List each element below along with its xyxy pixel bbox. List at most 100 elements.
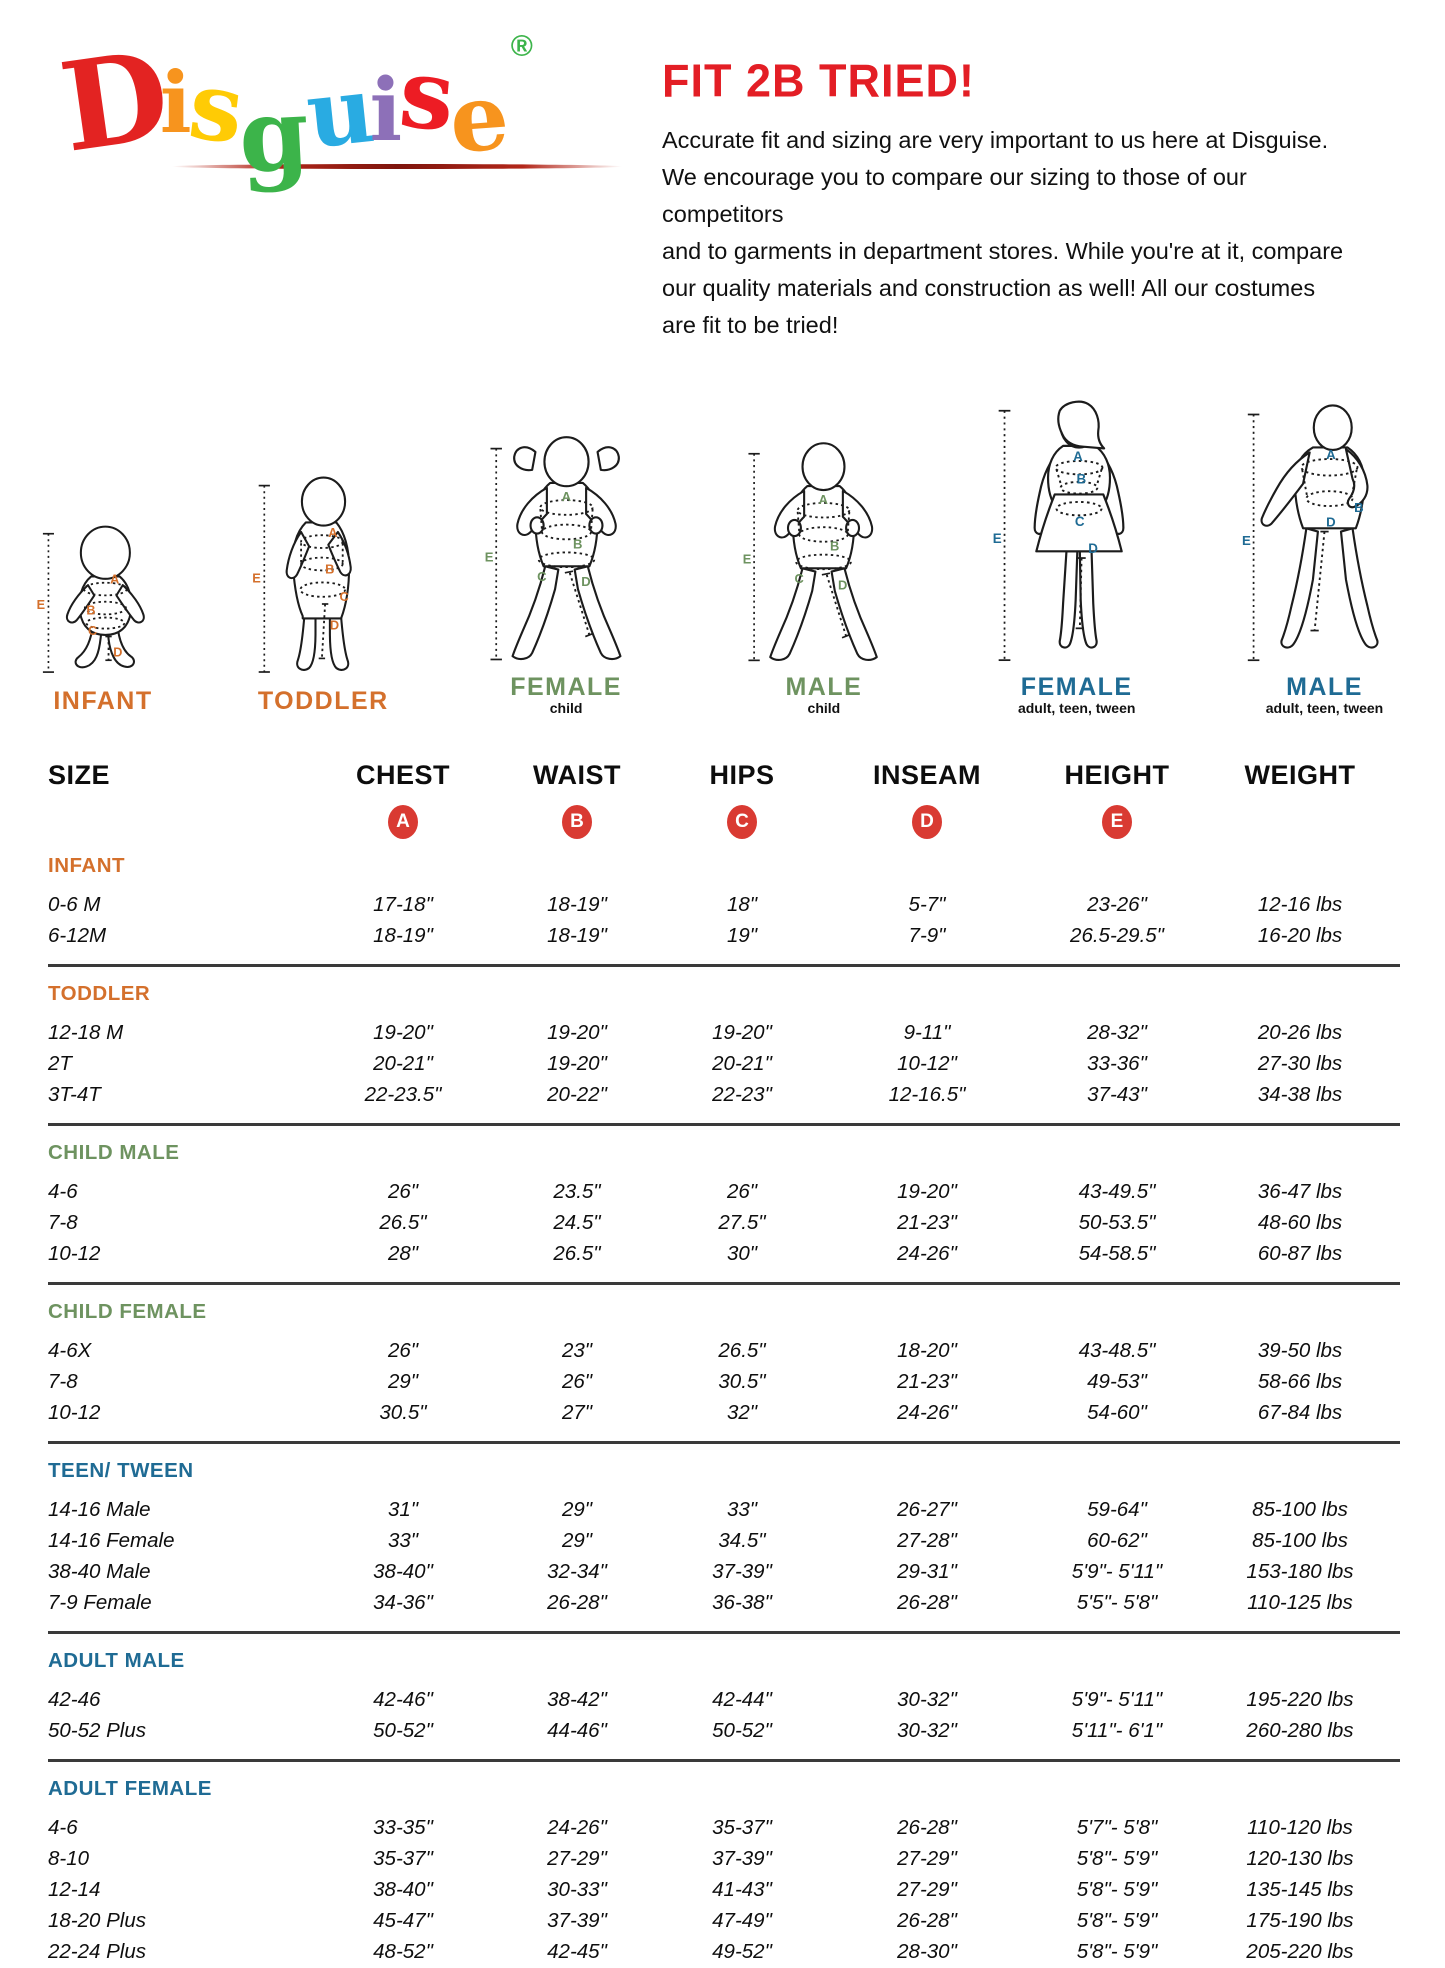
- table-row: 22-24 Plus 48-52" 42-45" 49-52" 28-30" 5'8"- …: [48, 1936, 1400, 1967]
- table-row: 7-8 26.5" 24.5" 27.5" 21-23" 50-53.5" 48-60 lb…: [48, 1207, 1400, 1238]
- value-cell: 24-26": [897, 1241, 957, 1265]
- measure-mark-waist: B: [1077, 472, 1087, 487]
- infant-body-diagram-icon: E A B C D: [37, 525, 145, 673]
- value-cell: 35-37": [712, 1815, 772, 1839]
- value-cell: 37-39": [547, 1908, 607, 1932]
- value-cell: 49-53": [1087, 1369, 1147, 1393]
- value-cell: 5'8"- 5'9": [1076, 1877, 1158, 1901]
- column-header-waist: WAIST: [533, 760, 621, 790]
- value-cell: 5'8"- 5'9": [1076, 1846, 1158, 1870]
- value-cell: 44-46": [547, 1718, 607, 1742]
- table-row: 42-46 42-46" 38-42" 42-44" 30-32" 5'9"- 5'11"…: [48, 1684, 1400, 1715]
- figure-caption: INFANT: [53, 687, 153, 715]
- value-cell: 18-20": [897, 1338, 957, 1362]
- intro-text-line: Accurate fit and sizing are very importa…: [662, 127, 1329, 153]
- figure-toddler: E A B C: [241, 468, 406, 716]
- table-row: 4-6 33-35" 24-26" 35-37" 26-28" 5'7"- 5'8" 110…: [48, 1812, 1400, 1843]
- value-cell: 30-32": [897, 1718, 957, 1742]
- figure-subcaption: adult, teen, tween: [1017, 700, 1136, 716]
- value-cell: 27-29": [897, 1846, 957, 1870]
- size-cell: 18-20 Plus: [48, 1908, 147, 1932]
- toddler-body-diagram-icon: E A B C: [252, 476, 352, 673]
- figure-adult-male: E A B D: [1232, 398, 1417, 716]
- value-cell: 19-20": [897, 1179, 957, 1203]
- value-cell: 30-32": [897, 1687, 957, 1711]
- value-cell: 16-20 lbs: [1257, 923, 1343, 947]
- value-cell: 175-190 lbs: [1246, 1908, 1354, 1932]
- intro-text-line: We encourage you to compare our sizing t…: [662, 164, 1247, 227]
- measure-mark-waist: B: [830, 539, 839, 554]
- header: Disguise® FIT 2B TRIED! Accurate fit and…: [0, 0, 1445, 344]
- value-cell: 18-19": [547, 923, 607, 947]
- column-header-weight: WEIGHT: [1244, 760, 1356, 790]
- section-divider: [48, 1759, 1400, 1762]
- size-cell: 10-12: [48, 1241, 101, 1265]
- value-cell: 36-47 lbs: [1257, 1179, 1343, 1203]
- table-row: 2T 20-21" 19-20" 20-21" 10-12" 33-36" 27-30 lb…: [48, 1048, 1400, 1079]
- size-cell: 10-12: [48, 1400, 101, 1424]
- value-cell: 24-26": [897, 1400, 957, 1424]
- value-cell: 54-58.5": [1078, 1241, 1156, 1265]
- intro-block: FIT 2B TRIED! Accurate fit and sizing ar…: [662, 40, 1362, 344]
- value-cell: 20-21": [712, 1051, 772, 1075]
- logo-letter: e: [446, 62, 513, 174]
- value-cell: 33": [726, 1497, 758, 1521]
- value-cell: 29": [561, 1497, 593, 1521]
- value-cell: 19-20": [373, 1020, 433, 1044]
- value-cell: 26.5": [718, 1338, 766, 1362]
- value-cell: 31": [387, 1497, 419, 1521]
- brand-logo: Disguise®: [52, 22, 662, 344]
- table-header-row: SIZE CHEST WAIST HIPS INSEAM HEIGHT WEIG…: [48, 760, 1400, 791]
- size-cell: 38-40 Male: [48, 1559, 151, 1583]
- table-row: 14-16 Female 33" 29" 34.5" 27-28" 60-62" 85-10…: [48, 1525, 1400, 1556]
- size-table-body: INFANT 0-6 M 17-18" 18-19" 18" 5-7" 23-26" 12-1…: [48, 854, 1400, 1967]
- badge-e-icon: E: [1102, 805, 1132, 839]
- value-cell: 28": [387, 1241, 419, 1265]
- value-cell: 26-28": [897, 1815, 957, 1839]
- value-cell: 30-33": [547, 1877, 607, 1901]
- section-header: TODDLER: [48, 982, 151, 1005]
- value-cell: 18": [726, 892, 758, 916]
- section-divider: [48, 1123, 1400, 1126]
- value-cell: 50-52": [712, 1718, 772, 1742]
- measure-mark-waist: B: [1354, 500, 1364, 515]
- value-cell: 26": [387, 1338, 419, 1362]
- value-cell: 50-53.5": [1078, 1210, 1156, 1234]
- section-header: ADULT MALE: [48, 1649, 185, 1672]
- value-cell: 42-44": [712, 1687, 772, 1711]
- value-cell: 27-29": [897, 1877, 957, 1901]
- value-cell: 42-45": [547, 1939, 607, 1963]
- column-header-size: SIZE: [48, 760, 111, 790]
- brand-logo-text: Disguise®: [52, 22, 662, 195]
- measure-mark-inseam: D: [581, 574, 590, 589]
- value-cell: 26-28": [547, 1590, 607, 1614]
- measure-mark-height: E: [743, 552, 752, 567]
- logo-letter: g: [235, 74, 312, 196]
- figure-caption: MALE: [785, 673, 863, 701]
- value-cell: 33-35": [373, 1815, 433, 1839]
- value-cell: 27-29": [547, 1846, 607, 1870]
- value-cell: 35-37": [373, 1846, 433, 1870]
- value-cell: 24-26": [547, 1815, 607, 1839]
- figure-subcaption: adult, teen, tween: [1265, 700, 1384, 716]
- section-header: ADULT FEMALE: [48, 1777, 212, 1800]
- table-row: 8-10 35-37" 27-29" 37-39" 27-29" 5'8"- 5'9" 12…: [48, 1843, 1400, 1874]
- value-cell: 27-30 lbs: [1257, 1051, 1343, 1075]
- badge-c-icon: C: [727, 805, 757, 839]
- figure-caption: TODDLER: [257, 687, 389, 715]
- measure-mark-inseam: D: [330, 618, 339, 633]
- value-cell: 21-23": [897, 1369, 957, 1393]
- size-cell: 8-10: [48, 1846, 90, 1870]
- size-table: SIZE CHEST WAIST HIPS INSEAM HEIGHT WEIG…: [0, 760, 1445, 1967]
- value-cell: 17-18": [373, 892, 433, 916]
- size-cell: 14-16 Female: [48, 1528, 175, 1552]
- value-cell: 38-40": [373, 1559, 433, 1583]
- value-cell: 18-19": [547, 892, 607, 916]
- table-row: 0-6 M 17-18" 18-19" 18" 5-7" 23-26" 12-16 lbs: [48, 889, 1400, 920]
- measure-mark-waist: B: [86, 603, 95, 617]
- measure-mark-chest: A: [328, 525, 337, 540]
- measure-mark-hips: C: [795, 571, 804, 586]
- value-cell: 12-16 lbs: [1257, 892, 1343, 916]
- value-cell: 110-120 lbs: [1247, 1815, 1353, 1839]
